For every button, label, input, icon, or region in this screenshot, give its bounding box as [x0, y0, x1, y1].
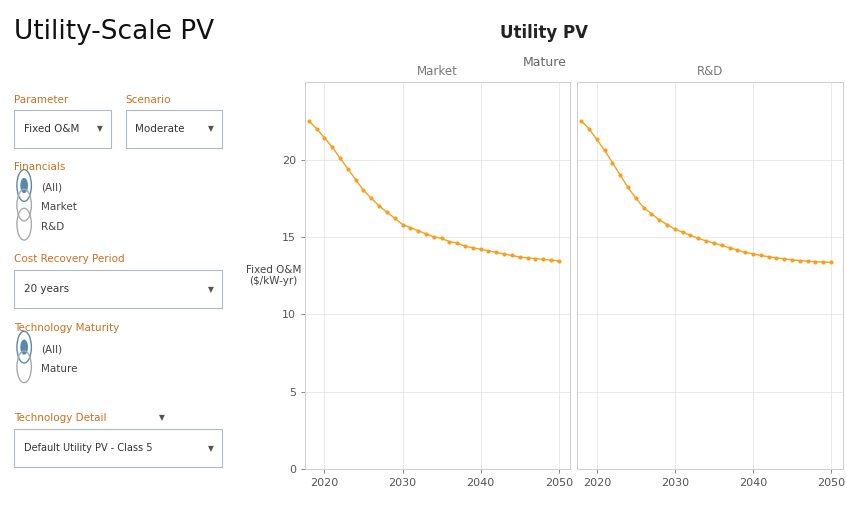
Text: Cost Recovery Period: Cost Recovery Period [14, 254, 125, 264]
Text: R&D: R&D [41, 222, 64, 232]
Text: Market: Market [41, 202, 77, 213]
Circle shape [21, 340, 27, 354]
Text: Parameter: Parameter [14, 95, 69, 105]
Text: Moderate: Moderate [136, 124, 185, 134]
Text: ▼: ▼ [208, 285, 213, 294]
Text: Scenario: Scenario [125, 95, 171, 105]
Text: ▼: ▼ [159, 413, 165, 422]
Text: ▼: ▼ [97, 125, 102, 133]
Text: Mature: Mature [41, 364, 78, 374]
Text: Default Utility PV - Class 5: Default Utility PV - Class 5 [24, 444, 152, 453]
Title: R&D: R&D [697, 65, 723, 78]
Text: (All): (All) [41, 344, 62, 355]
Text: 20 years: 20 years [24, 285, 69, 294]
Circle shape [21, 179, 27, 192]
FancyBboxPatch shape [14, 110, 111, 148]
FancyBboxPatch shape [125, 110, 222, 148]
Title: Market: Market [418, 65, 458, 78]
FancyBboxPatch shape [14, 429, 222, 467]
Text: Fixed O&M
($/kW-yr): Fixed O&M ($/kW-yr) [246, 265, 301, 286]
Text: Fixed O&M: Fixed O&M [24, 124, 80, 134]
Text: ▼: ▼ [208, 125, 213, 133]
Text: Technology Maturity: Technology Maturity [14, 323, 119, 333]
Text: Utility-Scale PV: Utility-Scale PV [14, 19, 214, 45]
Text: (All): (All) [41, 183, 62, 193]
Text: Technology Detail: Technology Detail [14, 413, 107, 423]
Text: ▼: ▼ [208, 444, 213, 453]
FancyBboxPatch shape [14, 270, 222, 308]
Text: Financials: Financials [14, 162, 66, 172]
Text: Mature: Mature [523, 56, 566, 69]
Text: Utility PV: Utility PV [501, 24, 588, 42]
